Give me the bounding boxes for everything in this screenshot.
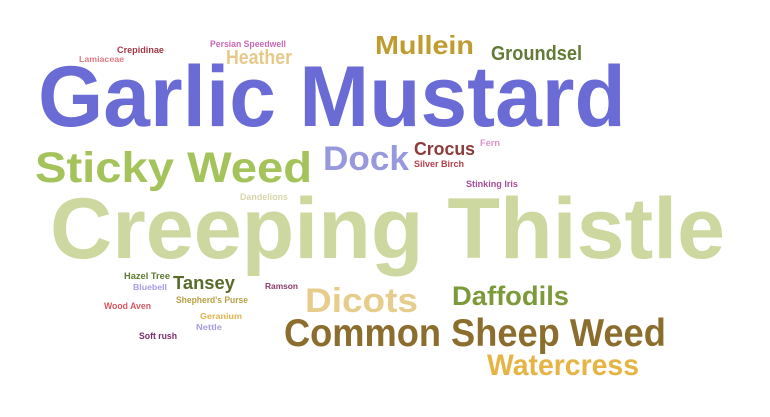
word-tansey: Tansey bbox=[173, 273, 235, 293]
word-geranium: Geranium bbox=[200, 312, 243, 321]
word-groundsel: Groundsel bbox=[491, 43, 583, 65]
word-silver-birch: Silver Birch bbox=[414, 159, 464, 169]
word-common-sheep-weed: Common Sheep Weed bbox=[284, 312, 666, 355]
word-sticky-weed: Sticky Weed bbox=[35, 144, 313, 192]
word-soft-rush: Soft rush bbox=[139, 331, 177, 341]
word-creeping-thistle: Creeping Thistle bbox=[50, 181, 726, 277]
word-garlic-mustard: Garlic Mustard bbox=[38, 49, 626, 145]
word-persian-speedwell: Persian Speedwell bbox=[210, 39, 286, 49]
word-shepherds-purse: Shepherd's Purse bbox=[176, 295, 248, 305]
word-hazel-tree: Hazel Tree bbox=[124, 271, 171, 281]
word-heather: Heather bbox=[226, 47, 292, 69]
word-crocus: Crocus bbox=[414, 139, 476, 159]
word-dock: Dock bbox=[323, 140, 409, 178]
word-watercress: Watercress bbox=[487, 349, 639, 382]
word-wood-aven: Wood Aven bbox=[104, 301, 152, 311]
word-dandelions: Dandelions bbox=[240, 192, 288, 202]
word-dicots: Dicots bbox=[305, 282, 418, 320]
word-bluebell: Bluebell bbox=[133, 283, 167, 292]
word-mullein: Mullein bbox=[375, 30, 474, 60]
word-fern: Fern bbox=[480, 138, 501, 148]
word-nettle: Nettle bbox=[196, 323, 222, 332]
word-daffodils: Daffodils bbox=[452, 281, 570, 311]
word-stinking-iris: Stinking Iris bbox=[466, 179, 518, 189]
word-ramson: Ramson bbox=[265, 282, 299, 291]
word-crepidinae: Crepidinae bbox=[117, 45, 164, 55]
word-lamiaceae: Lamiaceae bbox=[79, 55, 125, 64]
